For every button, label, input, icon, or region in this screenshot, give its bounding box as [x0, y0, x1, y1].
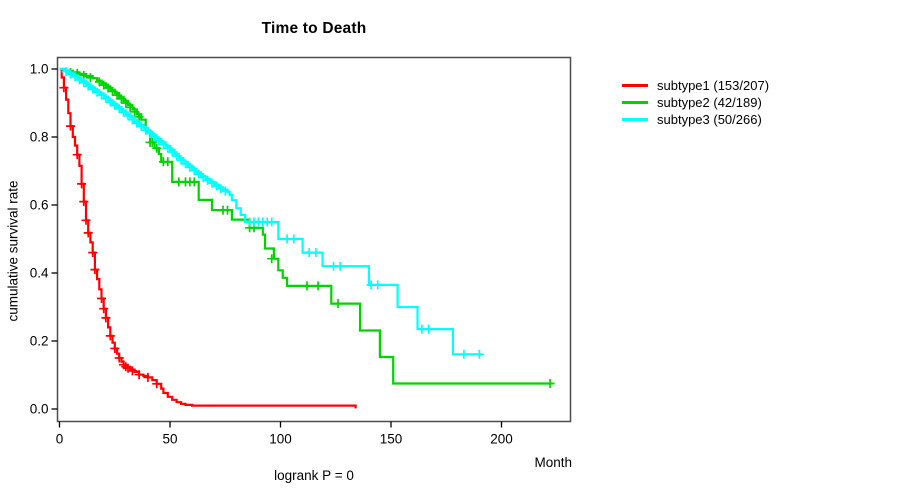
y-tick-label: 0.6	[30, 198, 49, 213]
legend-label-subtype3: subtype3 (50/266)	[657, 112, 762, 127]
chart-title: Time to Death	[261, 20, 367, 37]
y-tick-label: 0.4	[30, 266, 49, 281]
logrank-pvalue-label: logrank P = 0	[274, 468, 354, 483]
x-tick-label: 100	[269, 432, 292, 447]
y-tick-label: 0.8	[30, 130, 49, 145]
censor-marks-subtype2	[66, 67, 555, 388]
legend: subtype1 (153/207) subtype2 (42/189) subty…	[622, 77, 769, 128]
legend-item-subtype2: subtype2 (42/189)	[622, 94, 769, 111]
survival-curve-subtype1	[59, 67, 357, 409]
censor-marks-subtype1	[59, 83, 162, 389]
plot-border	[56, 56, 572, 423]
x-axis-label: Month	[534, 455, 572, 470]
x-tick-label: 0	[56, 432, 64, 447]
legend-label-subtype2: subtype2 (42/189)	[657, 95, 762, 110]
y-tick-label: 0.0	[30, 402, 49, 417]
y-tick-label: 1.0	[30, 62, 49, 77]
legend-line-swatch-subtype2	[622, 101, 648, 104]
survival-curve-subtype2	[59, 67, 553, 385]
legend-item-subtype3: subtype3 (50/266)	[622, 111, 769, 128]
legend-line-swatch-subtype1	[622, 84, 648, 87]
x-tick-label: 200	[490, 432, 513, 447]
censor-marks-subtype3	[61, 67, 484, 359]
x-tick-label: 50	[162, 432, 177, 447]
y-tick-label: 0.2	[30, 334, 49, 349]
legend-line-swatch-subtype3	[622, 118, 648, 121]
legend-label-subtype1: subtype1 (153/207)	[657, 78, 770, 93]
x-tick-label: 150	[380, 432, 403, 447]
legend-item-subtype1: subtype1 (153/207)	[622, 77, 769, 94]
